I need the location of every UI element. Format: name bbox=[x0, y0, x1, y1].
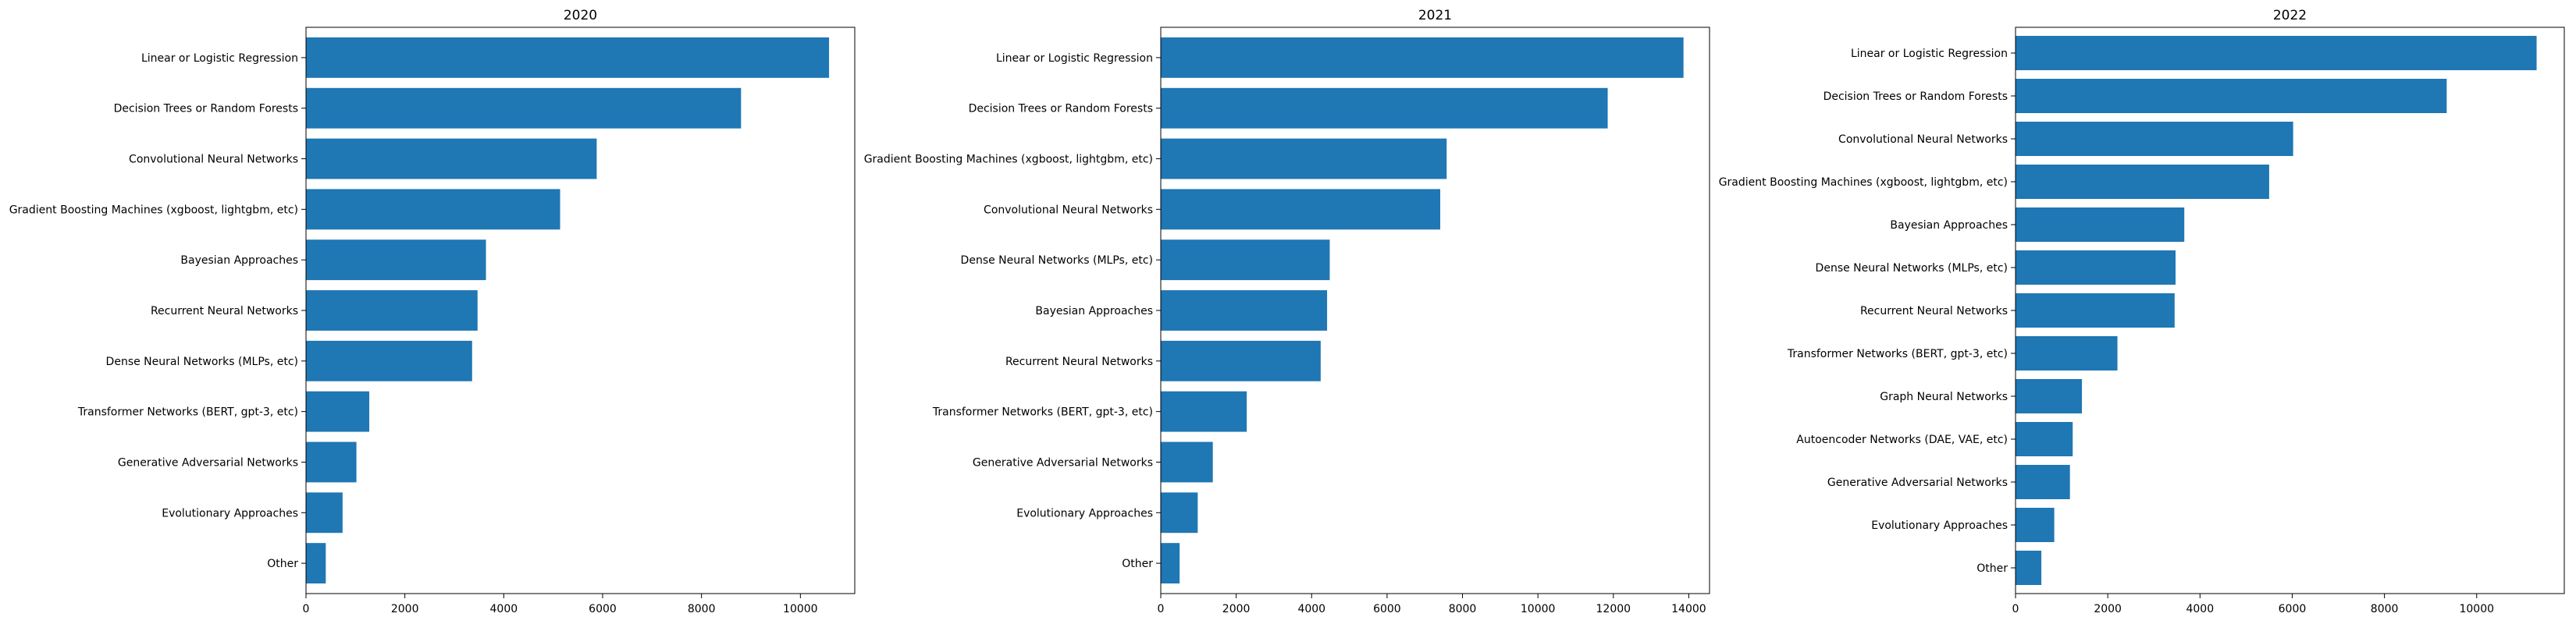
bar bbox=[1161, 492, 1198, 534]
y-tick-label: Bayesian Approaches bbox=[1890, 219, 2008, 232]
bar bbox=[306, 290, 478, 331]
y-tick-label: Recurrent Neural Networks bbox=[1005, 356, 1153, 368]
bar bbox=[1161, 441, 1213, 483]
y-tick-label: Other bbox=[1122, 558, 1153, 570]
y-tick-label: Convolutional Neural Networks bbox=[129, 154, 298, 166]
y-tick-label: Decision Trees or Random Forests bbox=[1823, 90, 2008, 103]
y-tick-label: Bayesian Approaches bbox=[1035, 305, 1153, 317]
bar bbox=[2016, 336, 2118, 370]
y-tick-label: Other bbox=[1976, 562, 2008, 575]
bar bbox=[2016, 122, 2293, 156]
bar bbox=[2016, 250, 2176, 285]
bar bbox=[2016, 551, 2042, 585]
bar bbox=[306, 37, 830, 78]
y-tick-label: Generative Adversarial Networks bbox=[1827, 477, 2008, 489]
bar bbox=[1161, 543, 1180, 584]
bar bbox=[2016, 293, 2175, 328]
bar bbox=[1161, 340, 1321, 381]
bar bbox=[1161, 391, 1247, 432]
bar bbox=[306, 189, 560, 230]
bar bbox=[2016, 165, 2269, 199]
bar bbox=[306, 543, 326, 584]
x-tick-label: 4000 bbox=[2186, 603, 2214, 615]
chart-title: 2020 bbox=[564, 8, 597, 23]
bar bbox=[306, 441, 357, 483]
y-tick-label: Bayesian Approaches bbox=[180, 254, 298, 267]
x-tick-label: 6000 bbox=[2279, 603, 2307, 615]
y-tick-label: Linear or Logistic Regression bbox=[1851, 48, 2008, 60]
x-tick-label: 10000 bbox=[783, 603, 818, 615]
y-tick-label: Recurrent Neural Networks bbox=[151, 305, 298, 317]
x-tick-label: 6000 bbox=[1373, 603, 1401, 615]
y-tick-label: Gradient Boosting Machines (xgboost, lig… bbox=[1719, 176, 2008, 189]
y-tick-label: Dense Neural Networks (MLPs, etc) bbox=[106, 356, 298, 368]
bar bbox=[2016, 207, 2185, 242]
x-tick-label: 0 bbox=[303, 603, 310, 615]
chart-panel-2020: Linear or Logistic Regression Decision Tr… bbox=[9, 8, 856, 615]
chart-panel-2022: Linear or Logistic Regression Decision Tr… bbox=[1719, 8, 2565, 615]
x-tick-label: 4000 bbox=[1297, 603, 1325, 615]
x-tick-label: 8000 bbox=[1449, 603, 1477, 615]
x-tick-label: 10000 bbox=[2459, 603, 2494, 615]
y-tick-label: Evolutionary Approaches bbox=[1016, 507, 1153, 519]
y-tick-label: Graph Neural Networks bbox=[1880, 391, 2008, 403]
x-tick-label: 8000 bbox=[688, 603, 716, 615]
bar bbox=[2016, 379, 2083, 413]
x-tick-label: 2000 bbox=[391, 603, 419, 615]
bar bbox=[1161, 239, 1330, 281]
bar bbox=[2016, 465, 2070, 499]
bar bbox=[306, 340, 472, 381]
y-tick-label: Dense Neural Networks (MLPs, etc) bbox=[1816, 262, 2008, 275]
x-tick-label: 14000 bbox=[1671, 603, 1706, 615]
x-tick-label: 12000 bbox=[1596, 603, 1631, 615]
y-tick-label: Gradient Boosting Machines (xgboost, lig… bbox=[864, 154, 1153, 166]
y-tick-label: Recurrent Neural Networks bbox=[1860, 305, 2008, 317]
y-tick-label: Generative Adversarial Networks bbox=[973, 456, 1153, 469]
y-tick-label: Evolutionary Approaches bbox=[162, 507, 298, 519]
x-tick-label: 10000 bbox=[1521, 603, 1556, 615]
bar bbox=[2016, 36, 2537, 70]
bar bbox=[306, 87, 742, 129]
chart-title: 2022 bbox=[2273, 8, 2307, 23]
bar bbox=[2016, 508, 2055, 542]
bar bbox=[306, 138, 597, 179]
y-tick-label: Linear or Logistic Regression bbox=[996, 52, 1153, 65]
x-tick-label: 4000 bbox=[490, 603, 518, 615]
bar bbox=[2016, 422, 2073, 456]
x-tick-label: 2000 bbox=[2094, 603, 2122, 615]
x-tick-label: 6000 bbox=[589, 603, 617, 615]
bar bbox=[1161, 138, 1447, 179]
y-tick-label: Convolutional Neural Networks bbox=[1838, 133, 2008, 146]
x-tick-label: 2000 bbox=[1222, 603, 1251, 615]
y-tick-label: Convolutional Neural Networks bbox=[984, 204, 1153, 216]
bar bbox=[1161, 189, 1441, 230]
y-tick-label: Transformer Networks (BERT, gpt-3, etc) bbox=[77, 406, 298, 419]
y-tick-label: Autoencoder Networks (DAE, VAE, etc) bbox=[1796, 434, 2008, 446]
bar bbox=[306, 492, 343, 534]
y-tick-label: Transformer Networks (BERT, gpt-3, etc) bbox=[1787, 348, 2008, 360]
bar bbox=[1161, 37, 1684, 78]
y-tick-label: Generative Adversarial Networks bbox=[118, 456, 298, 469]
y-tick-label: Evolutionary Approaches bbox=[1871, 519, 2008, 532]
bar bbox=[306, 239, 486, 281]
y-tick-label: Other bbox=[267, 558, 298, 570]
y-tick-label: Decision Trees or Random Forests bbox=[969, 103, 1153, 115]
bar bbox=[306, 391, 370, 432]
x-tick-label: 0 bbox=[1158, 603, 1165, 615]
y-tick-label: Dense Neural Networks (MLPs, etc) bbox=[961, 254, 1153, 267]
chart-panel-2021: Linear or Logistic Regression Decision Tr… bbox=[864, 8, 1710, 615]
y-tick-label: Transformer Networks (BERT, gpt-3, etc) bbox=[932, 406, 1153, 419]
y-tick-label: Linear or Logistic Regression bbox=[141, 52, 298, 65]
bar bbox=[1161, 290, 1328, 331]
chart-title: 2021 bbox=[1418, 8, 1452, 23]
x-tick-label: 0 bbox=[2012, 603, 2019, 615]
y-tick-label: Gradient Boosting Machines (xgboost, lig… bbox=[9, 204, 298, 216]
bar bbox=[2016, 79, 2447, 113]
x-tick-label: 8000 bbox=[2371, 603, 2399, 615]
y-tick-label: Decision Trees or Random Forests bbox=[114, 103, 298, 115]
bar bbox=[1161, 87, 1608, 129]
